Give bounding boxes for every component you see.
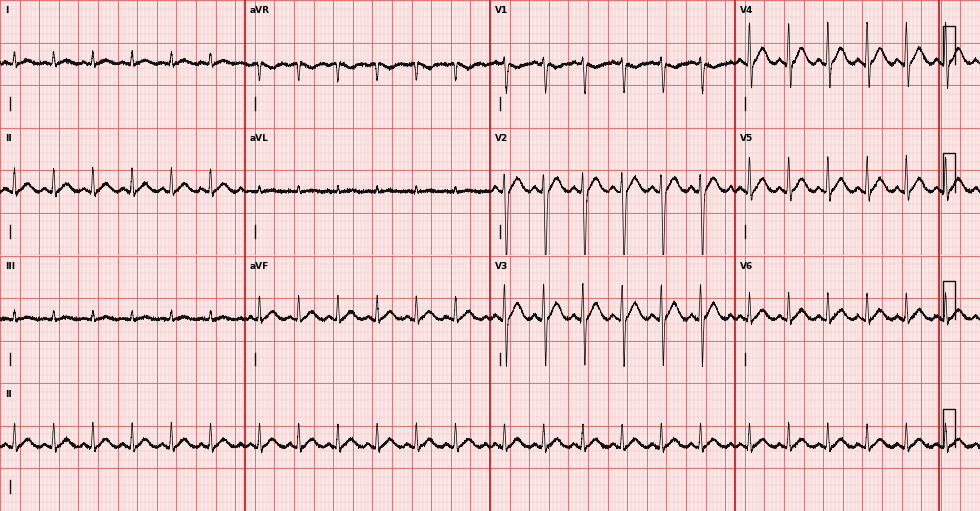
Text: II: II bbox=[5, 389, 12, 399]
Text: V6: V6 bbox=[740, 262, 754, 271]
Text: V4: V4 bbox=[740, 6, 754, 15]
Text: V2: V2 bbox=[495, 134, 509, 143]
Text: V1: V1 bbox=[495, 6, 509, 15]
Text: II: II bbox=[5, 134, 12, 143]
Text: aVF: aVF bbox=[250, 262, 270, 271]
Text: V3: V3 bbox=[495, 262, 509, 271]
Text: I: I bbox=[5, 6, 8, 15]
Text: III: III bbox=[5, 262, 15, 271]
Text: V5: V5 bbox=[740, 134, 754, 143]
Text: aVL: aVL bbox=[250, 134, 269, 143]
Text: aVR: aVR bbox=[250, 6, 270, 15]
